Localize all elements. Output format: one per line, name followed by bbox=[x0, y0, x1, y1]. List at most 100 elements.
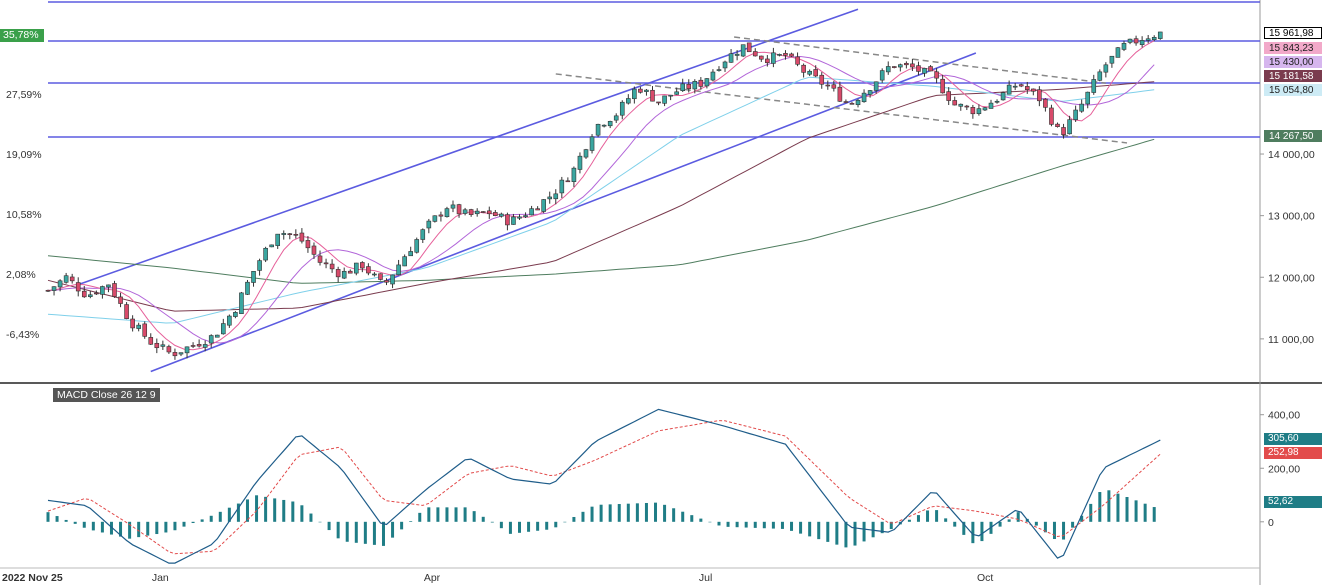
candle bbox=[511, 213, 516, 225]
macd-histogram-bar bbox=[916, 515, 920, 522]
candle bbox=[1109, 55, 1115, 68]
macd-histogram-bar bbox=[354, 521, 358, 543]
macd-histogram-bar bbox=[681, 511, 685, 522]
macd-histogram-bar bbox=[1016, 512, 1020, 522]
candle bbox=[505, 212, 510, 231]
percent-tick-label: 19,09% bbox=[6, 149, 42, 161]
macd-histogram-bar bbox=[182, 521, 186, 527]
time-tick-label: Jul bbox=[699, 572, 712, 584]
candle bbox=[946, 87, 951, 106]
candle bbox=[1067, 115, 1072, 135]
macd-histogram-bar bbox=[73, 521, 77, 524]
macd-histogram-bar bbox=[871, 521, 875, 538]
time-axis: 2022 Nov 25 Jan Apr Jul Oct bbox=[2, 572, 993, 584]
candle bbox=[807, 69, 812, 76]
macd-histogram-bar bbox=[944, 518, 948, 522]
candle bbox=[541, 199, 546, 214]
macd-histogram-bar bbox=[536, 521, 540, 531]
macd-histogram-bar bbox=[245, 499, 249, 522]
candle bbox=[366, 263, 371, 276]
macd-histogram-bar bbox=[1125, 496, 1129, 522]
macd-histogram-bar bbox=[1043, 521, 1047, 533]
macd-histogram-bar bbox=[572, 516, 576, 522]
candle bbox=[758, 55, 764, 62]
macd-histogram-bar bbox=[164, 521, 168, 533]
macd-histogram-bar bbox=[699, 518, 703, 522]
macd-histogram-bar bbox=[345, 521, 349, 542]
macd-histogram-bar bbox=[780, 521, 784, 529]
macd-histogram-bar bbox=[771, 521, 775, 529]
candle bbox=[142, 321, 148, 339]
candle bbox=[940, 74, 945, 94]
candle bbox=[178, 352, 184, 357]
candle bbox=[1103, 62, 1109, 78]
candle bbox=[777, 53, 782, 57]
time-tick-label: Oct bbox=[977, 572, 993, 584]
macd-histogram-bar bbox=[409, 521, 413, 522]
macd-histogram-bar bbox=[336, 521, 340, 539]
macd-line bbox=[47, 408, 1161, 564]
macd-histogram-bar bbox=[690, 515, 694, 522]
candle bbox=[208, 334, 214, 348]
candle bbox=[166, 344, 172, 354]
candle bbox=[196, 339, 202, 348]
macd-histogram-bar bbox=[418, 512, 422, 522]
candle bbox=[136, 322, 141, 332]
candle bbox=[202, 340, 208, 352]
candle bbox=[1121, 40, 1127, 52]
percent-tick-label: 35,78% bbox=[0, 29, 44, 42]
macd-histogram-bar bbox=[490, 521, 494, 523]
candle bbox=[221, 318, 226, 335]
channel-upper-line bbox=[77, 8, 859, 286]
macd-histogram-bar bbox=[236, 503, 240, 522]
time-tick-label: Apr bbox=[424, 572, 441, 584]
macd-tick-label: 400,00 bbox=[1268, 410, 1300, 422]
candle bbox=[873, 81, 879, 94]
time-tick-label: 2022 Nov 25 bbox=[2, 572, 63, 584]
macd-histogram-bar bbox=[663, 504, 667, 522]
candle bbox=[825, 80, 831, 90]
ema9-line bbox=[47, 40, 1155, 351]
candle bbox=[1000, 91, 1006, 101]
percent-tick-label: -6,43% bbox=[6, 329, 40, 341]
macd-histogram-bar bbox=[554, 521, 558, 528]
ma200-line bbox=[47, 138, 1155, 284]
candle bbox=[686, 79, 692, 93]
macd-histogram-bar bbox=[499, 521, 503, 529]
moving-average-lines bbox=[47, 40, 1155, 351]
macd-histogram-bar bbox=[862, 521, 866, 542]
candle bbox=[317, 250, 323, 266]
macd-histogram-bar bbox=[381, 521, 385, 546]
macd-histogram-bar bbox=[454, 507, 458, 522]
candle bbox=[1049, 104, 1054, 127]
candle bbox=[595, 123, 601, 138]
price-tag: 15 054,80 bbox=[1264, 84, 1322, 96]
candle bbox=[740, 44, 746, 58]
candle bbox=[765, 55, 770, 67]
ma20-line bbox=[47, 55, 1155, 344]
candle bbox=[384, 278, 389, 286]
candle bbox=[891, 66, 897, 69]
macd-histogram-bar bbox=[173, 521, 177, 531]
candle bbox=[662, 95, 667, 107]
price-tag: 15 181,58 bbox=[1264, 70, 1322, 82]
trendlines[interactable] bbox=[48, 1, 1260, 373]
candle bbox=[154, 338, 160, 354]
candle bbox=[414, 237, 420, 254]
macd-histogram-bar bbox=[1089, 503, 1093, 522]
candle bbox=[426, 218, 432, 234]
macd-histogram-bar bbox=[1116, 493, 1120, 522]
macd-histogram-bar bbox=[100, 521, 104, 533]
macd-histogram-bar bbox=[146, 521, 150, 536]
candle bbox=[601, 124, 607, 128]
candle bbox=[1061, 123, 1066, 139]
macd-histogram-bar bbox=[119, 521, 123, 537]
macd-histogram-bar bbox=[128, 521, 132, 539]
macd-histogram-bar bbox=[91, 521, 95, 531]
macd-histogram-bar bbox=[227, 507, 231, 522]
macd-histogram-bar bbox=[835, 521, 839, 545]
macd-histogram-bar bbox=[82, 521, 86, 528]
macd-histogram-bar bbox=[808, 521, 812, 537]
